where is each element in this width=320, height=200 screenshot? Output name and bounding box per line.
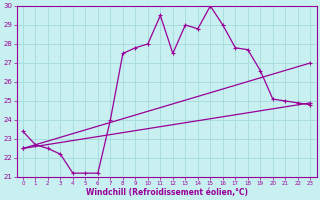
X-axis label: Windchill (Refroidissement éolien,°C): Windchill (Refroidissement éolien,°C) [85,188,248,197]
